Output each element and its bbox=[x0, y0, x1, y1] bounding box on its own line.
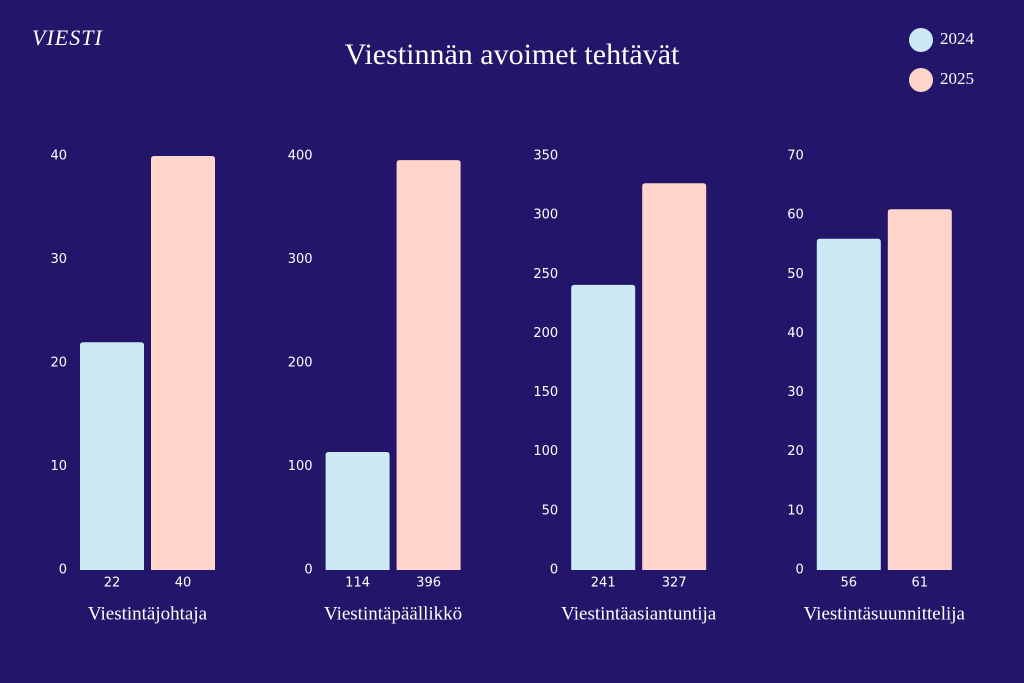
y-tick-label: 30 bbox=[50, 252, 67, 267]
y-tick-label: 0 bbox=[304, 563, 312, 578]
y-tick-label: 150 bbox=[533, 385, 558, 400]
bar bbox=[80, 342, 144, 570]
y-tick-label: 40 bbox=[787, 326, 804, 341]
value-label: 22 bbox=[104, 576, 121, 591]
y-tick-label: 200 bbox=[288, 356, 313, 371]
value-label: 61 bbox=[912, 576, 929, 591]
legend-swatch bbox=[909, 28, 933, 52]
value-label: 40 bbox=[175, 576, 192, 591]
brand-logo: VIESTI bbox=[32, 25, 103, 50]
y-tick-label: 50 bbox=[787, 267, 804, 282]
bar bbox=[151, 156, 215, 570]
value-label: 56 bbox=[841, 576, 858, 591]
y-tick-label: 0 bbox=[550, 563, 558, 578]
legend-label: 2024 bbox=[940, 29, 975, 48]
value-label: 327 bbox=[662, 576, 687, 591]
y-tick-label: 40 bbox=[50, 149, 67, 164]
value-label: 396 bbox=[416, 576, 441, 591]
y-tick-label: 10 bbox=[787, 503, 804, 518]
chart-title: Viestinnän avoimet tehtävät bbox=[345, 38, 680, 71]
bar bbox=[571, 284, 636, 570]
y-tick-label: 350 bbox=[533, 149, 558, 164]
x-axis-label: Viestintäjohtaja bbox=[88, 603, 208, 624]
bar bbox=[396, 160, 461, 570]
y-tick-label: 200 bbox=[533, 326, 558, 341]
y-tick-label: 400 bbox=[288, 149, 313, 164]
bar bbox=[642, 183, 707, 570]
y-tick-label: 30 bbox=[787, 385, 804, 400]
y-tick-label: 0 bbox=[59, 563, 67, 578]
y-tick-label: 250 bbox=[533, 267, 558, 282]
y-tick-label: 300 bbox=[533, 208, 558, 223]
y-tick-label: 10 bbox=[50, 459, 67, 474]
y-tick-label: 20 bbox=[787, 444, 804, 459]
y-tick-label: 60 bbox=[787, 208, 804, 223]
y-tick-label: 20 bbox=[50, 356, 67, 371]
bar bbox=[325, 452, 390, 570]
y-tick-label: 100 bbox=[533, 444, 558, 459]
x-axis-label: Viestintäpäällikkö bbox=[324, 603, 462, 624]
y-tick-label: 100 bbox=[288, 459, 313, 474]
y-tick-label: 300 bbox=[288, 252, 313, 267]
x-axis-label: Viestintäsuunnittelija bbox=[804, 603, 966, 624]
y-tick-label: 0 bbox=[796, 563, 804, 578]
legend-label: 2025 bbox=[940, 69, 974, 88]
x-axis-label: Viestintäasiantuntija bbox=[561, 603, 717, 624]
value-label: 114 bbox=[345, 576, 370, 591]
y-tick-label: 50 bbox=[542, 503, 559, 518]
bar bbox=[887, 209, 952, 570]
bar bbox=[816, 238, 881, 571]
y-tick-label: 70 bbox=[787, 149, 804, 164]
legend-swatch bbox=[909, 68, 933, 92]
value-label: 241 bbox=[591, 576, 616, 591]
